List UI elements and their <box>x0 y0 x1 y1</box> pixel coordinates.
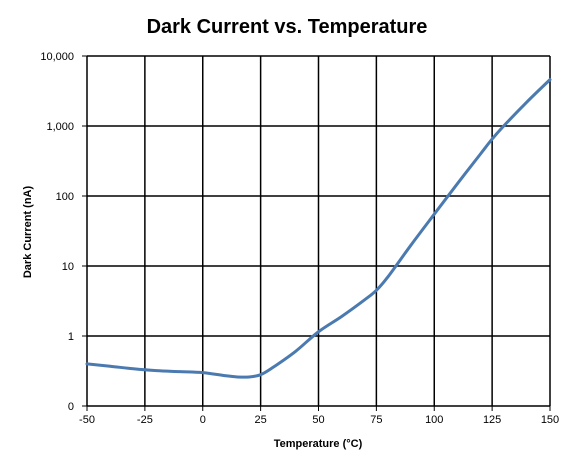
tick-labels: -50 -25 0 25 50 75 100 125 150 0 1 10 100 1,000 10,000 <box>40 51 559 426</box>
y-tick-label: 100 <box>56 191 74 203</box>
x-tick-label: 75 <box>370 414 382 426</box>
series-group <box>85 78 552 379</box>
y-tick-label: 1,000 <box>46 121 74 133</box>
y-tick-label: 10 <box>62 261 74 273</box>
y-tick-label: 1 <box>68 331 74 343</box>
x-tick-label: -50 <box>79 414 95 426</box>
x-axis-label: Temperature (°C) <box>274 438 363 450</box>
y-axis-label: Dark Current (nA) <box>22 186 34 279</box>
x-tick-label: 0 <box>200 414 206 426</box>
y-tick-label: 0 <box>68 401 74 413</box>
chart-title: Dark Current vs. Temperature <box>147 16 428 38</box>
x-tick-label: 50 <box>312 414 324 426</box>
x-tick-label: 25 <box>255 414 267 426</box>
y-tick-label: 10,000 <box>40 51 74 63</box>
x-tick-label: 100 <box>425 414 443 426</box>
series-line <box>85 78 552 379</box>
grid <box>82 55 551 411</box>
x-tick-label: -25 <box>137 414 153 426</box>
x-tick-label: 150 <box>541 414 559 426</box>
x-tick-label: 125 <box>483 414 501 426</box>
